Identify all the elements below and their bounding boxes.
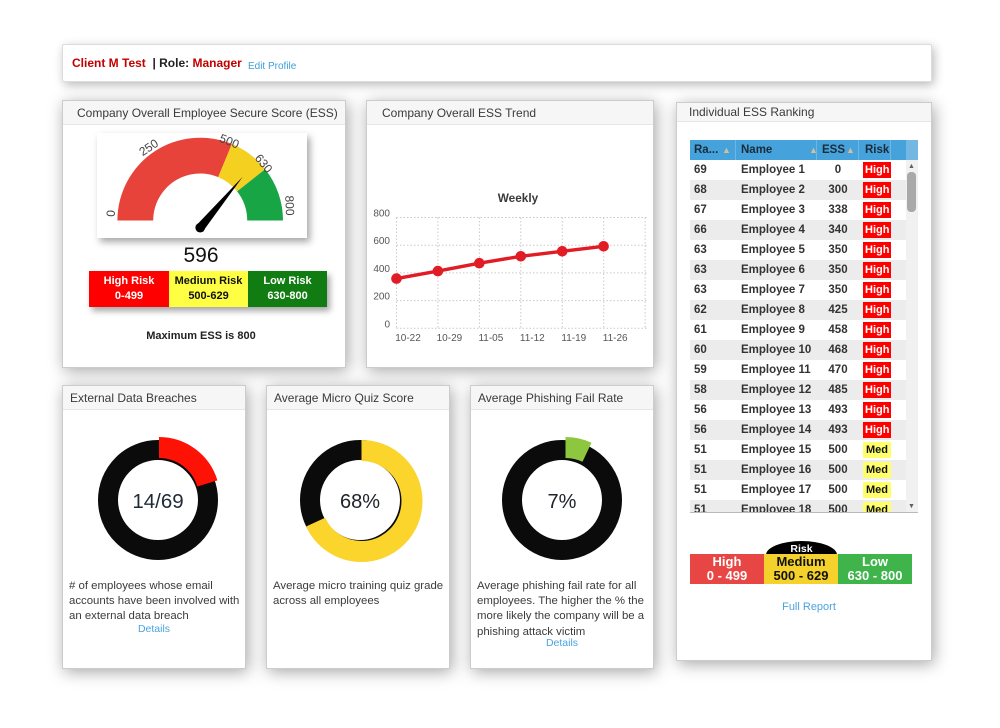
svg-text:10-22: 10-22 [395,333,421,344]
svg-text:Weekly: Weekly [498,191,539,205]
svg-text:0: 0 [104,209,118,217]
svg-text:11-12: 11-12 [520,333,545,344]
svg-text:0: 0 [384,319,390,330]
svg-text:200: 200 [373,292,390,303]
svg-text:800: 800 [373,209,390,220]
svg-text:600: 600 [373,236,390,247]
svg-text:800: 800 [282,195,297,216]
svg-text:11-26: 11-26 [603,333,628,344]
svg-text:400: 400 [373,264,390,275]
svg-text:11-05: 11-05 [478,333,503,344]
svg-text:68%: 68% [340,491,380,513]
svg-text:11-19: 11-19 [561,333,586,344]
svg-text:7%: 7% [548,491,577,513]
svg-text:14/69: 14/69 [132,490,183,513]
svg-text:10-29: 10-29 [437,333,463,344]
